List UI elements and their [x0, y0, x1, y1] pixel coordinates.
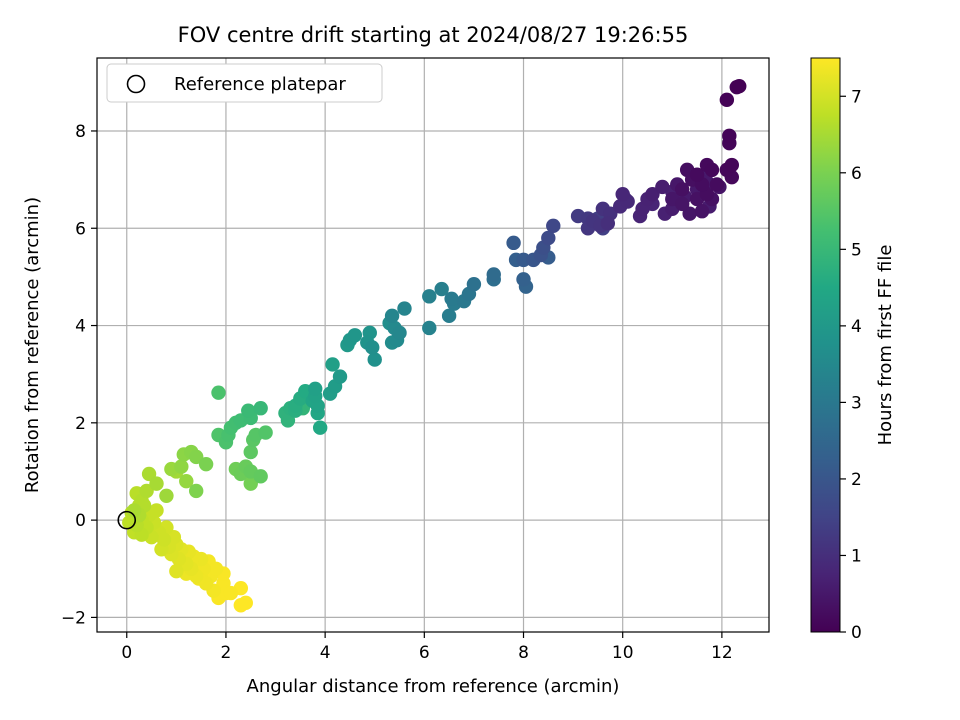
data-point [308, 381, 323, 396]
data-point [722, 128, 737, 144]
x-axis-label: Angular distance from reference (arcmin) [247, 676, 620, 697]
data-point [243, 476, 258, 491]
data-point [709, 177, 725, 192]
legend-box [106, 63, 383, 103]
data-point [615, 187, 630, 202]
data-point [441, 308, 457, 324]
data-point [325, 357, 340, 372]
data-point [694, 204, 710, 219]
colorbar-tick-label: 6 [851, 164, 862, 184]
x-axis-ticks: 0 2 4 6 8 10 12 [121, 632, 733, 663]
data-point [541, 230, 556, 246]
legend-marker [126, 74, 146, 94]
x-tick-label: 10 [612, 643, 634, 663]
y-tick-label: 2 [75, 414, 86, 434]
y-tick-label: −2 [61, 608, 86, 628]
x-tick-label: 6 [419, 643, 430, 663]
data-point [397, 301, 412, 316]
y-tick-label: 0 [75, 511, 86, 531]
data-point [223, 585, 239, 601]
colorbar-ticks: 0 1 2 3 4 5 6 7 [840, 87, 862, 643]
data-point [675, 182, 690, 197]
data-point [546, 218, 561, 234]
y-tick-label: 6 [75, 219, 86, 239]
data-point [208, 561, 224, 576]
data-point [141, 466, 157, 482]
data-point [506, 235, 521, 251]
y-tick-label: 4 [75, 317, 86, 337]
data-point [689, 167, 705, 182]
data-point [174, 459, 189, 474]
data-point [253, 469, 268, 484]
data-point [516, 272, 531, 287]
reference-platepar-marker [117, 510, 137, 530]
x-tick-label: 8 [518, 643, 529, 663]
data-point [422, 289, 437, 304]
plot-frame [96, 57, 770, 633]
y-axis-label: Rotation from reference (arcmin) [22, 197, 43, 493]
data-point [241, 403, 256, 418]
data-point [169, 563, 184, 579]
data-point [188, 449, 204, 465]
data-point [392, 325, 407, 341]
data-point [156, 532, 172, 547]
data-point [486, 267, 501, 282]
colorbar-tick-label: 7 [851, 87, 862, 107]
data-point [719, 92, 735, 108]
data-point [149, 476, 164, 491]
data-point [312, 420, 328, 435]
data-point [139, 483, 154, 499]
data-point [243, 444, 258, 460]
grid [97, 58, 769, 632]
data-point [179, 474, 194, 489]
data-point [422, 320, 437, 336]
x-tick-label: 0 [121, 643, 132, 663]
y-tick-label: 8 [75, 122, 86, 142]
data-point [675, 196, 690, 212]
colorbar-tick-label: 3 [851, 393, 862, 413]
data-point [211, 385, 226, 400]
data-point [238, 595, 253, 611]
legend: Reference platepar [106, 63, 383, 103]
data-point [444, 291, 459, 306]
data-point [645, 187, 660, 202]
data-point [384, 308, 400, 324]
data-point [188, 483, 204, 499]
data-points [122, 79, 747, 613]
colorbar: 0 1 2 3 4 5 6 7 Hours from first FF file [810, 57, 896, 643]
data-point [600, 216, 616, 231]
data-point [159, 488, 174, 503]
data-point [365, 340, 380, 355]
data-point [347, 328, 363, 343]
y-axis-ticks: −2 0 2 4 6 8 [61, 122, 97, 628]
data-point [655, 179, 670, 195]
x-tick-label: 2 [221, 643, 232, 663]
data-point [682, 206, 697, 221]
colorbar-tick-label: 4 [851, 317, 862, 337]
chart-title: FOV centre drift starting at 2024/08/27 … [178, 23, 689, 47]
colorbar-gradient [810, 57, 841, 633]
colorbar-tick-label: 1 [851, 546, 862, 566]
colorbar-label: Hours from first FF file [875, 245, 896, 446]
data-point [367, 352, 382, 367]
legend-entry: Reference platepar [174, 74, 346, 95]
data-point [198, 456, 214, 472]
data-point [466, 276, 482, 292]
data-point [332, 369, 348, 384]
x-tick-label: 12 [711, 643, 733, 663]
colorbar-tick-label: 2 [851, 470, 862, 490]
data-point [149, 503, 164, 518]
data-point [126, 503, 142, 518]
data-point [732, 79, 747, 94]
x-tick-label: 4 [320, 643, 331, 663]
data-point [253, 401, 268, 416]
data-point [258, 425, 273, 440]
data-point [724, 157, 740, 173]
data-point [516, 252, 531, 268]
colorbar-tick-label: 5 [851, 240, 862, 260]
colorbar-tick-label: 0 [851, 623, 862, 643]
data-point [434, 281, 449, 297]
data-point [704, 162, 720, 178]
